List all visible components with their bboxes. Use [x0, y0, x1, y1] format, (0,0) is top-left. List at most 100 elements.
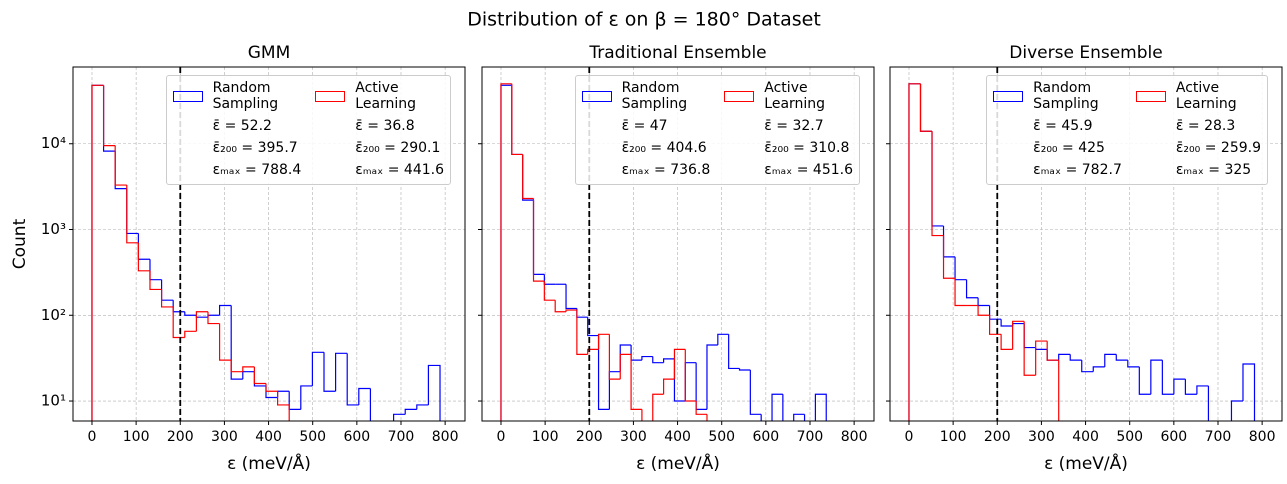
panel-title: Diverse Ensemble: [1009, 43, 1162, 63]
histogram-step: [954, 256, 967, 281]
histogram-step: [91, 84, 104, 421]
figure-title: Distribution of ε on β = 180° Dataset: [467, 9, 821, 31]
histogram-step: [137, 233, 150, 260]
histogram-step: [1012, 322, 1025, 326]
legend-column: Active Learning ε̄ = 28.3 ε̄₂₀₀ = 259.9 εₘₐ…: [1135, 80, 1261, 178]
histogram-step: [1046, 341, 1059, 361]
histogram-step: [1023, 323, 1036, 349]
stat-label: ε̄₂₀₀ =: [621, 140, 663, 156]
histogram-step: [369, 388, 372, 421]
histogram-step: [160, 289, 174, 308]
histogram-step: [684, 362, 697, 402]
histogram-step: [242, 366, 255, 372]
y-tick-label: 10⁴: [41, 134, 66, 152]
histogram-step: [149, 270, 162, 291]
histogram-step: [288, 404, 290, 421]
histogram-step: [641, 409, 643, 421]
x-tick-label: 800: [841, 429, 868, 445]
histogram-step: [126, 188, 139, 235]
histogram-step: [908, 83, 921, 421]
histogram-step: [335, 352, 348, 392]
histogram-step: [358, 387, 371, 405]
histogram-step: [1035, 340, 1048, 376]
axes-frame: [889, 66, 1283, 422]
histogram-step: [230, 305, 243, 380]
histogram-step: [184, 330, 197, 338]
legend-entry: Random Sampling: [581, 80, 711, 112]
histogram-step: [500, 84, 512, 421]
x-tick-label: 300: [1028, 429, 1055, 445]
x-tick-label: 200: [984, 429, 1011, 445]
x-tick-label: 700: [388, 429, 415, 445]
x-axis-label: ε (meV/Å): [227, 452, 311, 474]
histogram-step: [717, 333, 729, 346]
histogram-step: [346, 353, 359, 406]
histogram-step: [919, 83, 933, 132]
legend-stat: ε̄ = 45.9: [1033, 118, 1122, 134]
stat-label: εₘₐₓ =: [764, 162, 809, 178]
histogram-step: [1058, 360, 1060, 421]
x-tick-label: 100: [532, 429, 559, 445]
histogram-step: [977, 305, 990, 316]
panel-title: GMM: [248, 43, 291, 63]
histogram-step: [288, 391, 301, 410]
histogram-step: [1092, 366, 1105, 372]
histogram-step: [1173, 378, 1186, 395]
histogram-step: [207, 314, 220, 318]
histogram-step: [554, 300, 567, 313]
x-tick-label: 700: [1205, 429, 1232, 445]
histogram-step: [652, 393, 664, 421]
stat-label: ε̄₂₀₀ =: [212, 140, 254, 156]
histogram-step: [1081, 360, 1094, 373]
histogram-step: [276, 391, 290, 406]
histogram-step: [300, 385, 313, 410]
histogram-step: [695, 362, 707, 410]
x-tick-label: 200: [167, 429, 194, 445]
histogram-step: [793, 413, 805, 421]
legend-stat: ε̄ = 32.7: [764, 118, 853, 134]
legend-swatch: [315, 90, 346, 102]
x-tick-label: 400: [1072, 429, 1099, 445]
legend-label: Active Learning: [764, 80, 826, 112]
stat-label: ε̄₂₀₀ =: [764, 140, 805, 156]
x-tick-label: 500: [299, 429, 326, 445]
histogram-step: [114, 145, 127, 186]
histogram-step: [265, 383, 278, 392]
legend-column: Random Sampling ε̄ = 52.2 ε̄₂₀₀ = 395.7 εₘₐ…: [172, 80, 302, 178]
histogram-step: [597, 335, 610, 410]
stat-value: 28.3: [1204, 118, 1236, 134]
legend-entry: Random Sampling: [172, 80, 302, 112]
histogram-step: [1115, 354, 1128, 361]
histogram-step: [608, 371, 621, 410]
legend-swatch: [172, 90, 203, 102]
stat-label: ε̄ =: [621, 118, 646, 134]
x-tick-label: 200: [576, 429, 603, 445]
histogram-step: [137, 242, 150, 272]
histogram-step: [532, 198, 545, 282]
legend-swatch: [724, 90, 755, 102]
histogram-step: [253, 366, 266, 385]
x-axis-label: ε (meV/Å): [636, 452, 720, 474]
stat-label: ε̄ =: [1033, 118, 1057, 134]
histogram-step: [404, 408, 417, 415]
legend: Random Sampling ε̄ = 45.9 ε̄₂₀₀ = 425 εₘₐₓ …: [986, 75, 1268, 185]
histogram-step: [989, 305, 1002, 320]
legend-entry: Active Learning: [315, 80, 444, 112]
histogram-step: [1023, 321, 1036, 376]
stat-label: εₘₐₓ =: [1175, 162, 1221, 178]
legend-stat: εₘₐₓ = 325: [1176, 162, 1261, 178]
histogram-step: [1184, 379, 1197, 395]
histogram-step: [641, 355, 653, 361]
histogram-step: [630, 345, 642, 361]
histogram-step: [608, 334, 621, 380]
stat-label: ε̄₂₀₀ =: [1033, 140, 1074, 156]
x-tick-label: 400: [664, 429, 691, 445]
legend-swatch: [1135, 90, 1166, 102]
y-tick-label: 10¹: [41, 392, 66, 410]
stat-label: ε̄ =: [1175, 118, 1200, 134]
legend-column: Active Learning ε̄ = 36.8 ε̄₂₀₀ = 290.1 εₘₐ…: [315, 80, 444, 178]
histogram-step: [673, 348, 686, 380]
x-tick-label: 0: [905, 429, 914, 445]
